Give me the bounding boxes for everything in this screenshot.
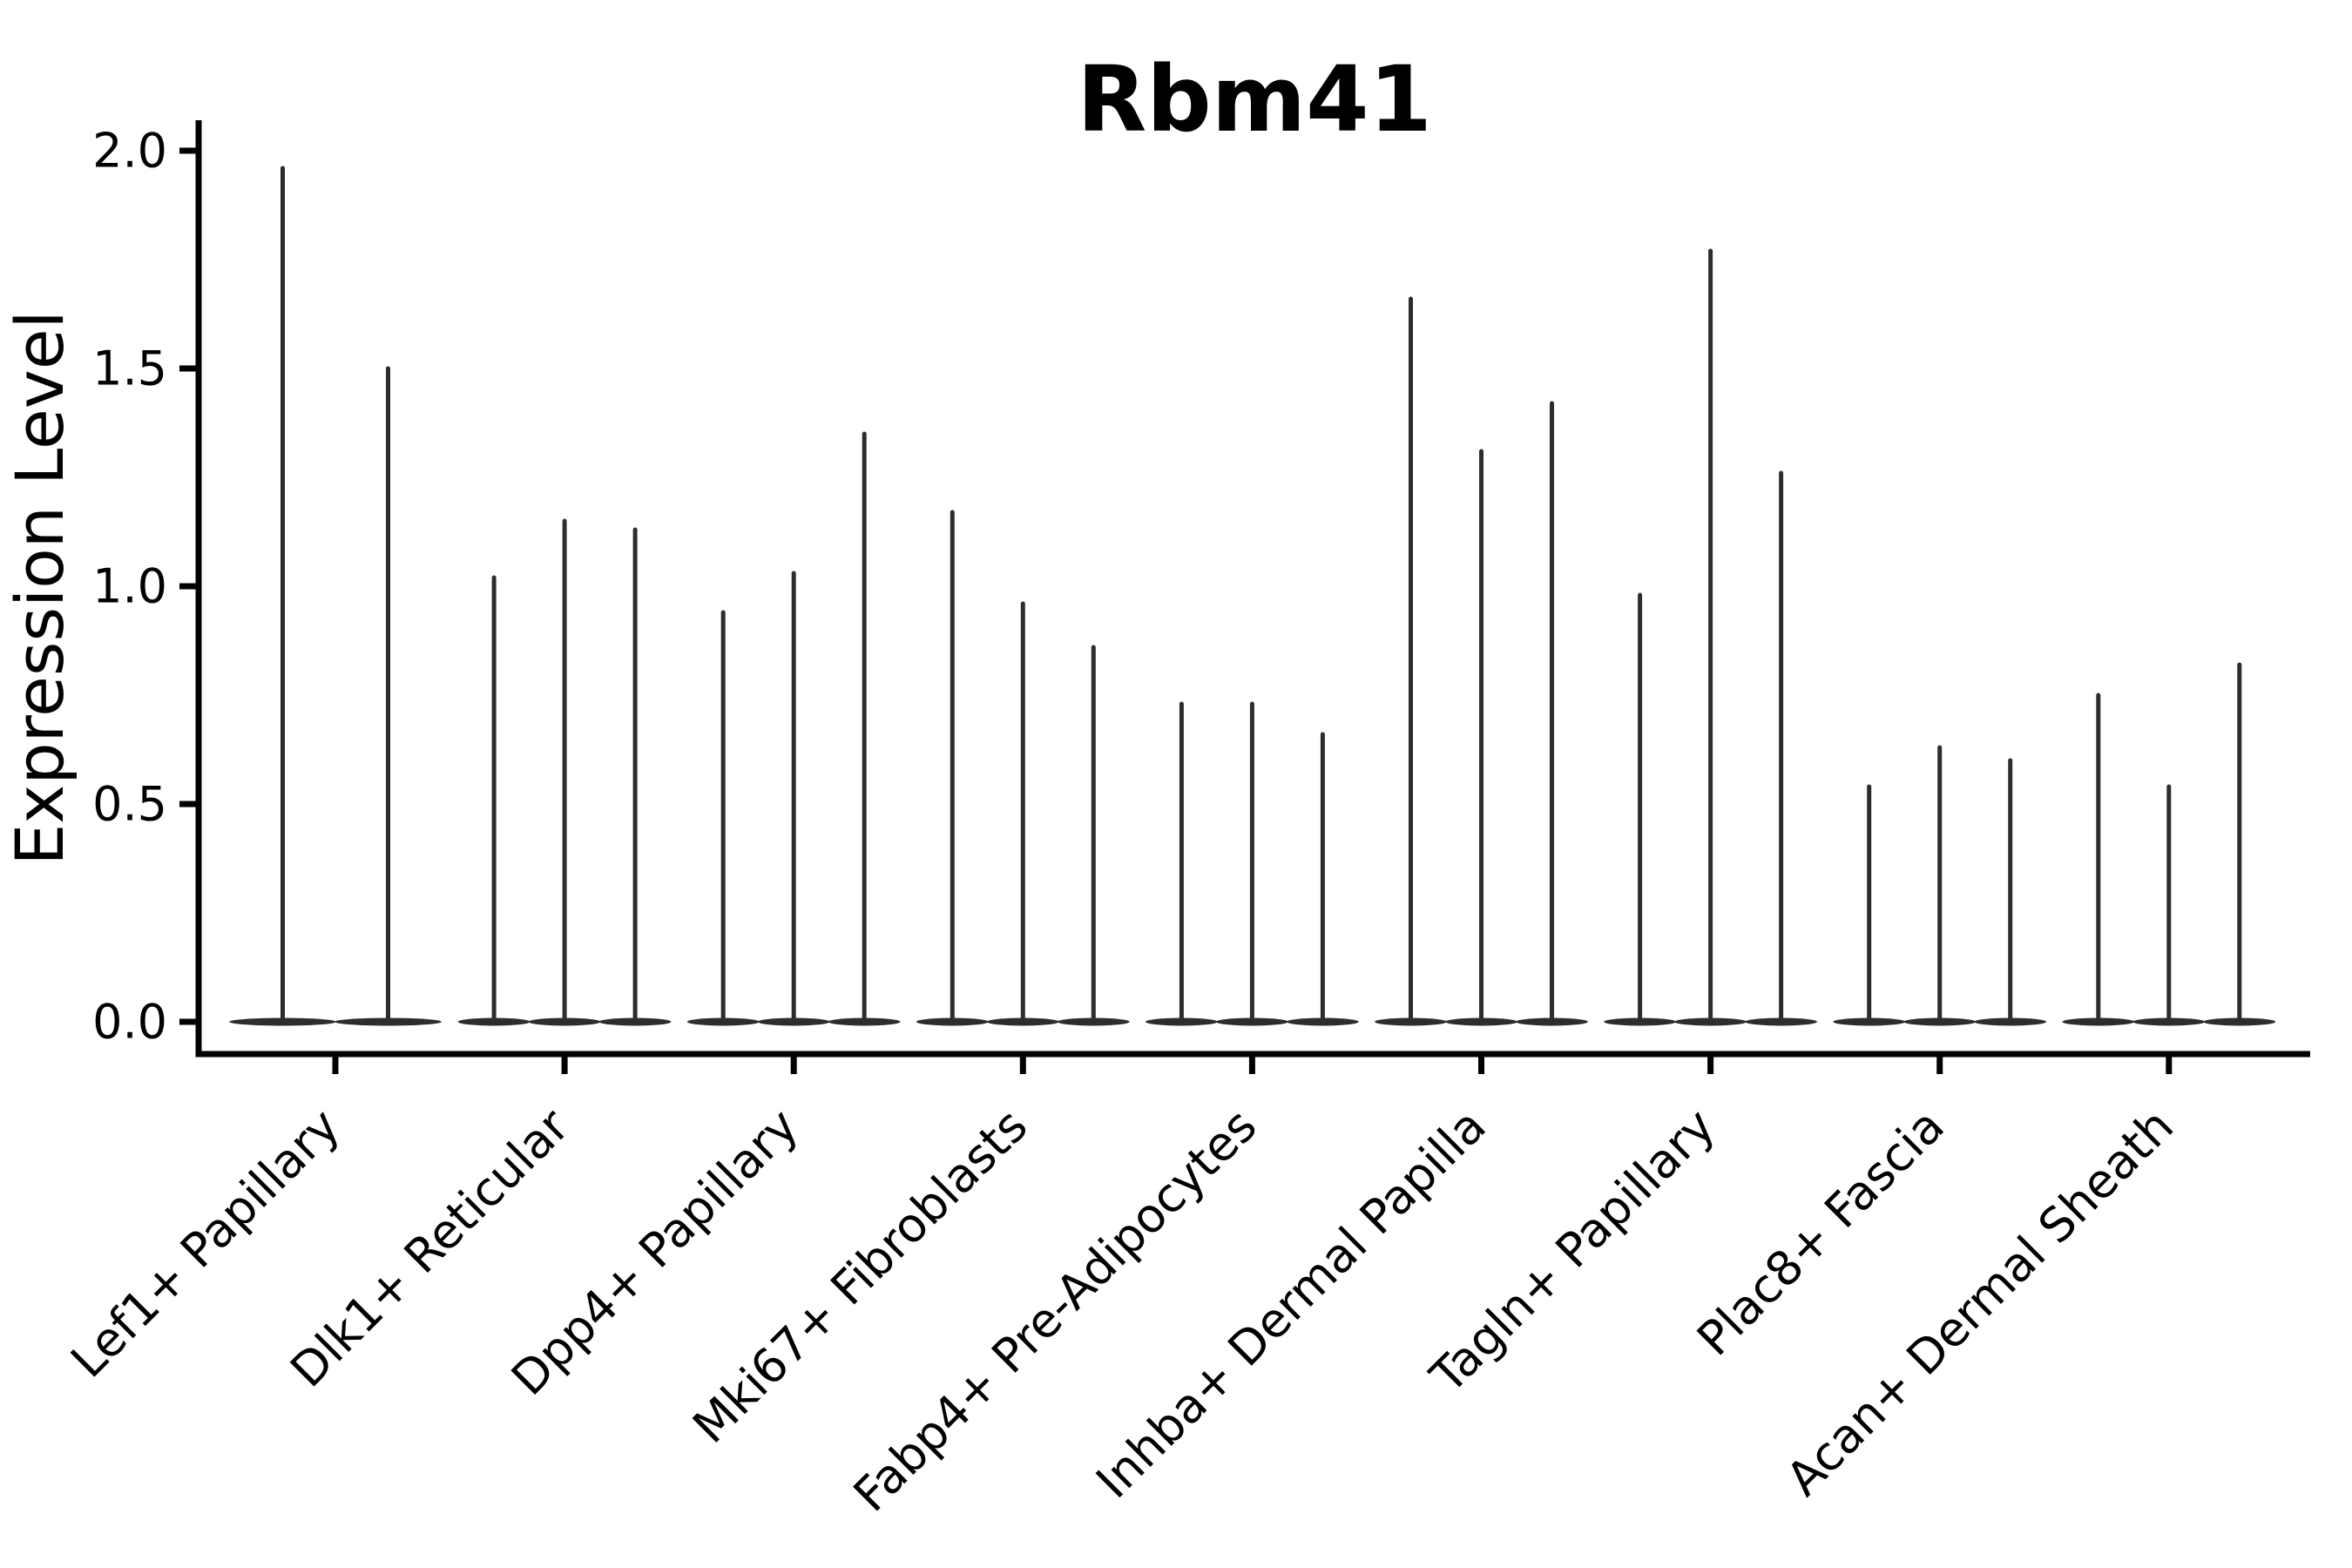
violins bbox=[229, 166, 2276, 1026]
violin bbox=[528, 518, 601, 1026]
violin bbox=[1833, 784, 1905, 1026]
y-tick-label: 2.0 bbox=[92, 124, 167, 179]
y-tick-label: 0.0 bbox=[92, 995, 167, 1050]
x-tick-label: Inhba+ Dermal Papilla bbox=[1085, 1098, 1496, 1509]
violin bbox=[757, 571, 830, 1026]
violin bbox=[2062, 693, 2135, 1026]
violin bbox=[828, 431, 901, 1026]
y-tick-label: 0.5 bbox=[92, 777, 167, 832]
violin bbox=[916, 510, 989, 1026]
violin bbox=[335, 366, 442, 1026]
x-tick-label: Plac8+ Fascia bbox=[1686, 1098, 1955, 1367]
x-tick-label: Fabp4+ Pre-Adipocytes bbox=[843, 1098, 1267, 1523]
violin bbox=[1445, 449, 1517, 1026]
y-axis-label: Expression Level bbox=[1, 310, 78, 865]
violin bbox=[1974, 758, 2046, 1026]
violin bbox=[1903, 745, 1976, 1026]
violin bbox=[229, 166, 336, 1026]
violin bbox=[2203, 662, 2276, 1026]
violin bbox=[598, 527, 672, 1026]
y-tick-label: 1.5 bbox=[92, 341, 167, 396]
violin bbox=[1604, 592, 1676, 1026]
violin bbox=[1146, 701, 1218, 1026]
chart-title: Rbm41 bbox=[1077, 46, 1432, 152]
violin bbox=[987, 601, 1059, 1026]
y-tick-label: 1.0 bbox=[92, 559, 167, 614]
violin bbox=[1674, 248, 1747, 1026]
y-axis-ticks: 0.0 0.5 1.0 1.5 2.0 bbox=[92, 124, 199, 1050]
violin bbox=[2132, 784, 2206, 1026]
violin bbox=[1216, 701, 1288, 1026]
violin bbox=[1058, 645, 1130, 1026]
violin bbox=[1287, 732, 1359, 1026]
violin bbox=[1375, 296, 1447, 1026]
x-tick-label: Acan+ Dermal Sheath bbox=[1776, 1098, 2184, 1506]
violin bbox=[1516, 401, 1588, 1026]
violin bbox=[686, 610, 760, 1026]
violin bbox=[457, 575, 531, 1026]
violin bbox=[1745, 470, 1817, 1026]
